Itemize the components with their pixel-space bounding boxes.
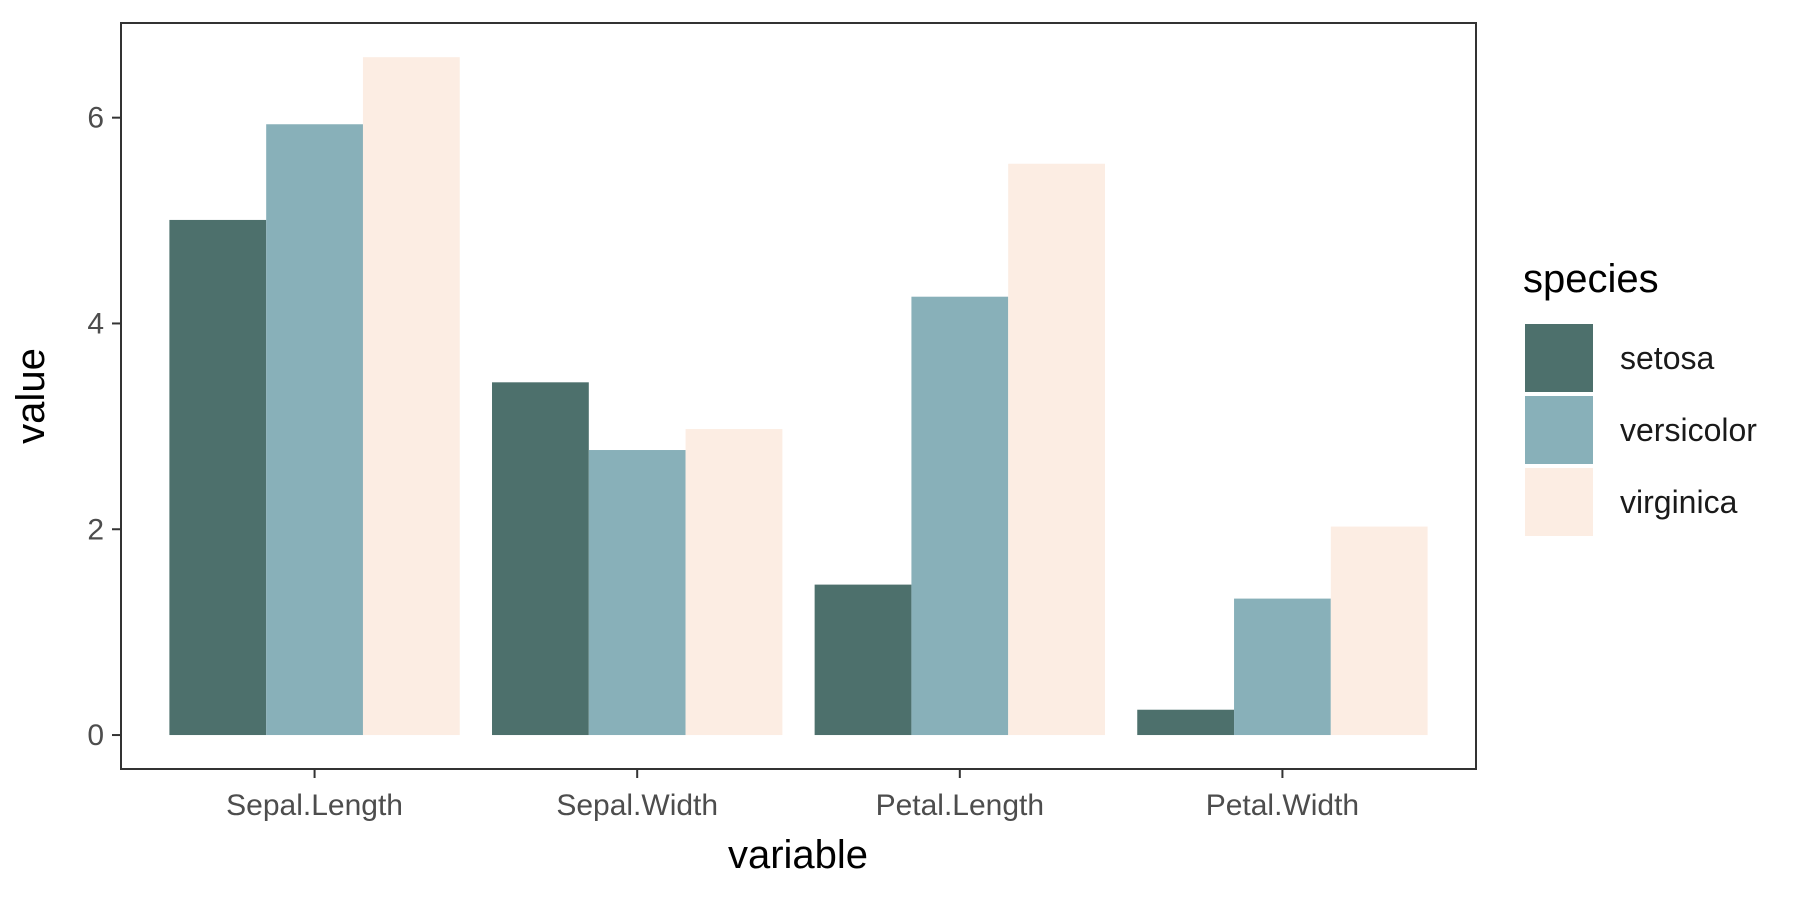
legend-label-virginica: virginica bbox=[1620, 484, 1738, 520]
x-tick-label: Petal.Width bbox=[1206, 789, 1359, 822]
bar-versicolor-petal-length bbox=[911, 296, 1009, 736]
bar-virginica-petal-length bbox=[1008, 163, 1105, 736]
x-axis: Sepal.Length Sepal.Width Petal.Length Petal… bbox=[226, 769, 1359, 822]
y-axis-title: value bbox=[9, 348, 53, 444]
legend-label-versicolor: versicolor bbox=[1620, 412, 1757, 448]
bar-virginica-sepal-width bbox=[685, 429, 783, 736]
bars-layer bbox=[169, 57, 1428, 736]
x-axis-title: variable bbox=[728, 833, 868, 877]
legend-key-setosa bbox=[1525, 324, 1593, 392]
bar-setosa-petal-width bbox=[1137, 709, 1235, 736]
bar-versicolor-sepal-length bbox=[266, 124, 363, 736]
bar-versicolor-petal-width bbox=[1234, 598, 1331, 736]
legend-title: species bbox=[1523, 257, 1659, 301]
x-tick-label: Sepal.Width bbox=[556, 789, 718, 822]
y-tick-label: 2 bbox=[87, 513, 104, 546]
x-tick-label: Petal.Length bbox=[876, 789, 1044, 822]
y-tick-label: 4 bbox=[87, 307, 104, 340]
y-tick-label: 0 bbox=[87, 719, 104, 752]
legend-label-setosa: setosa bbox=[1620, 340, 1714, 376]
y-tick-label: 6 bbox=[87, 102, 104, 135]
legend-key-versicolor bbox=[1525, 396, 1593, 464]
bar-versicolor-sepal-width bbox=[588, 450, 686, 736]
y-axis: 0 2 4 6 bbox=[87, 102, 121, 752]
x-tick-label: Sepal.Length bbox=[226, 789, 403, 822]
bar-virginica-sepal-length bbox=[362, 57, 460, 736]
bar-setosa-sepal-width bbox=[492, 382, 589, 736]
bar-setosa-sepal-length bbox=[169, 219, 267, 736]
legend-key-virginica bbox=[1525, 468, 1593, 536]
legend: species setosa versicolor virginica bbox=[1523, 257, 1757, 536]
bar-virginica-petal-width bbox=[1330, 526, 1428, 736]
bar-setosa-petal-length bbox=[814, 584, 912, 736]
